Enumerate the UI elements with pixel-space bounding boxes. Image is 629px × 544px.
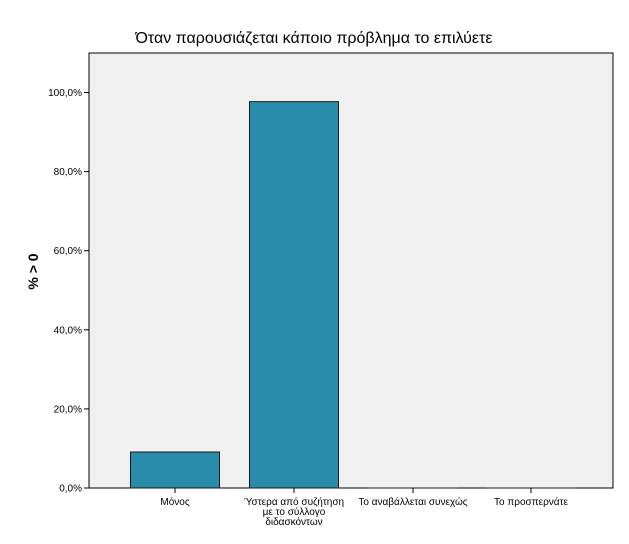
- plot-area: [88, 52, 614, 489]
- y-tick-label: 0,0%: [59, 484, 82, 495]
- y-tick-label: 20,0%: [54, 404, 82, 415]
- chart-title: Όταν παρουσιάζεται κάποιο πρόβλημα το επ…: [134, 30, 492, 47]
- x-tick-label-line: Το αναβάλλεται συνεχώς: [358, 496, 467, 508]
- x-tick-label: Το αναβάλλεται συνεχώς: [358, 496, 467, 508]
- x-tick-label: Ύστερα από συζήτηση με το σύλλογο διδασκόν…: [244, 496, 344, 528]
- y-axis-label: % > 0: [25, 253, 41, 289]
- x-tick-label: Το προσπερνάτε: [494, 496, 568, 508]
- y-tick-label: 100,0%: [48, 88, 82, 99]
- y-axis: 0,0% 20,0% 40,0% 60,0% 80,0% 100,0%: [48, 88, 89, 495]
- y-tick-label: 40,0%: [54, 325, 82, 336]
- x-tick-label-line: διδασκόντων: [265, 516, 322, 528]
- x-tick-label: Μόνος: [160, 496, 189, 508]
- bars-group: [130, 101, 576, 489]
- x-tick-label-line: Το προσπερνάτε: [494, 496, 568, 508]
- y-tick-label: 80,0%: [54, 167, 82, 178]
- bar: [130, 451, 220, 489]
- x-axis: Μόνος Ύστερα από συζήτηση με το σύλλογο διδ…: [160, 488, 568, 528]
- x-tick-label-line: Ύστερα από συζήτηση: [244, 496, 344, 508]
- y-tick-label: 60,0%: [54, 246, 82, 257]
- x-tick-label-line: Μόνος: [160, 496, 189, 508]
- bar: [249, 101, 339, 489]
- x-tick-label-line: με το σύλλογο: [263, 506, 326, 518]
